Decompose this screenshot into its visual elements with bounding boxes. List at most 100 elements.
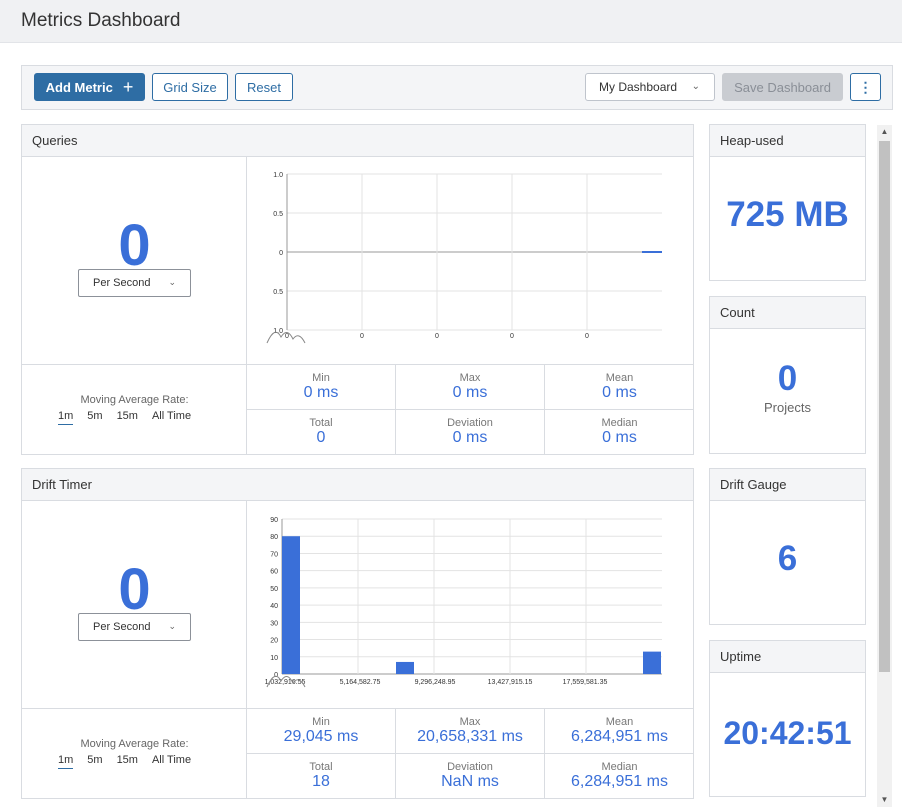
x-tick-label: 13,427,915.15 (488, 679, 533, 686)
min-label: Min (312, 716, 330, 728)
median-label: Median (601, 417, 638, 429)
sparkline-icon (266, 331, 306, 344)
add-metric-button[interactable]: Add Metric + (34, 73, 145, 101)
x-tick-label: 0 (510, 333, 514, 340)
bar (643, 651, 661, 674)
rate-5m[interactable]: 5m (87, 754, 103, 766)
median-value: 0 ms (602, 429, 637, 446)
min-value: 29,045 ms (283, 728, 359, 745)
deviation-label: Deviation (447, 417, 493, 429)
queries-mean: Mean 0 ms (545, 365, 694, 410)
mean-value: 0 ms (602, 384, 637, 401)
mean-label: Mean (605, 716, 634, 728)
drift-timer-value: 0 (118, 557, 151, 622)
max-value: 20,658,331 ms (417, 728, 523, 745)
y-tick-label: 70 (270, 551, 278, 558)
drift-timer-median: Median 6,284,951 ms (545, 754, 694, 799)
drift-timer-rate-select[interactable]: Per Second ⌄ (78, 613, 191, 641)
queries-rate-select[interactable]: Per Second ⌄ (78, 269, 191, 297)
moving-average-label: Moving Average Rate: (80, 394, 189, 406)
grid-size-button[interactable]: Grid Size (152, 73, 228, 101)
drift-gauge-title: Drift Gauge (710, 469, 865, 501)
drift-timer-panel: Drift Timer 0 Per Second ⌄ 0 10 20 30 40 50 60… (21, 468, 694, 799)
queries-moving-average: Moving Average Rate: 1m 5m 15m All Time (22, 365, 247, 455)
drift-timer-rate-value: Per Second (93, 621, 151, 633)
queries-total: Total 0 (247, 410, 396, 455)
drift-timer-value-cell: 0 Per Second ⌄ (22, 501, 247, 708)
count-title: Count (710, 297, 865, 329)
uptime-card: Uptime 20:42:51 (709, 640, 866, 797)
queries-median: Median 0 ms (545, 410, 694, 455)
save-dashboard-button[interactable]: Save Dashboard (722, 73, 843, 101)
drift-timer-total: Total 18 (247, 754, 396, 799)
deviation-value: 0 ms (452, 429, 488, 446)
x-tick-label: 9,296,248.95 (415, 679, 456, 686)
scroll-down-icon[interactable]: ▼ (880, 795, 889, 804)
scroll-up-icon[interactable]: ▲ (880, 127, 889, 136)
drift-gauge-card: Drift Gauge 6 (709, 468, 866, 625)
rate-all-time[interactable]: All Time (151, 754, 192, 766)
y-tick-label: 60 (270, 569, 278, 576)
queries-chart-cell: 1.0 0.5 0 0.5 1.0 0 0 0 0 0 (247, 157, 694, 364)
add-metric-label: Add Metric (45, 79, 113, 95)
page-title: Metrics Dashboard (21, 10, 181, 31)
rate-5m[interactable]: 5m (87, 410, 103, 422)
reset-button[interactable]: Reset (235, 73, 293, 101)
min-value: 0 ms (303, 384, 339, 401)
median-value: 6,284,951 ms (571, 773, 668, 790)
x-tick-label: 0 (435, 333, 439, 340)
queries-max: Max 0 ms (396, 365, 545, 410)
y-tick-label: 40 (270, 603, 278, 610)
rate-15m[interactable]: 15m (116, 754, 138, 766)
rate-1m[interactable]: 1m (58, 754, 74, 769)
heap-used-title: Heap-used (710, 125, 865, 157)
bar (396, 661, 414, 674)
drift-timer-max: Max 20,658,331 ms (396, 709, 545, 754)
total-label: Total (309, 417, 333, 429)
more-options-button[interactable]: ⋮ (850, 73, 881, 101)
drift-timer-stats: Moving Average Rate: 1m 5m 15m All Time … (22, 708, 694, 799)
dashboard-select[interactable]: My Dashboard ⌄ (585, 73, 715, 101)
scrollbar-thumb[interactable] (879, 141, 890, 672)
drift-timer-title: Drift Timer (22, 469, 693, 501)
rate-all-time[interactable]: All Time (151, 410, 192, 422)
heap-used-value: 725 MB (726, 195, 849, 234)
y-tick-label: 90 (270, 517, 278, 524)
queries-deviation: Deviation 0 ms (396, 410, 545, 455)
plus-icon: + (122, 77, 134, 97)
queries-title: Queries (22, 125, 693, 157)
dashboard-select-value: My Dashboard (599, 80, 678, 94)
x-tick-label: 0 (360, 333, 364, 340)
uptime-title: Uptime (710, 641, 865, 673)
queries-chart: 1.00.500.51.00 0 0 0 0 (266, 172, 662, 344)
drift-timer-deviation: Deviation NaN ms (396, 754, 545, 799)
count-value: 0 (777, 359, 798, 398)
chevron-down-icon: ⌄ (168, 277, 176, 287)
y-tick-label: 0 (274, 672, 278, 679)
mean-value: 6,284,951 ms (571, 728, 668, 745)
heap-used-card: Heap-used 725 MB (709, 124, 866, 281)
title-bar: Metrics Dashboard (0, 0, 902, 43)
y-tick-label: 0 (279, 250, 283, 257)
x-tick-label: 17,559,581.35 (563, 679, 608, 686)
deviation-label: Deviation (447, 761, 493, 773)
rate-15m[interactable]: 15m (116, 410, 138, 422)
drift-timer-chart-cell: 0 10 20 30 40 50 60 70 80 90 1,032,916.55 5,164,582… (247, 501, 694, 708)
y-tick-label: 0.5 (273, 211, 283, 218)
bar (282, 536, 300, 674)
drift-gauge-value: 6 (777, 539, 798, 578)
total-value: 18 (312, 773, 330, 790)
count-unit: Projects (764, 400, 811, 415)
uptime-value: 20:42:51 (723, 715, 852, 751)
moving-average-options: 1m 5m 15m All Time (58, 410, 205, 425)
max-label: Max (459, 372, 481, 384)
count-card: Count 0 Projects (709, 296, 866, 454)
queries-panel: Queries 0 Per Second ⌄ 1.0 0.5 0 0.5 1.0 0 0 0 0… (21, 124, 694, 455)
drift-timer-min: Min 29,045 ms (247, 709, 396, 754)
chevron-down-icon: ⌄ (168, 621, 176, 631)
rate-1m[interactable]: 1m (58, 410, 74, 425)
median-label: Median (601, 761, 638, 773)
y-tick-label: 30 (270, 620, 278, 627)
sparkline-icon (266, 675, 306, 688)
vertical-scrollbar[interactable]: ▲ ▼ (877, 125, 892, 807)
